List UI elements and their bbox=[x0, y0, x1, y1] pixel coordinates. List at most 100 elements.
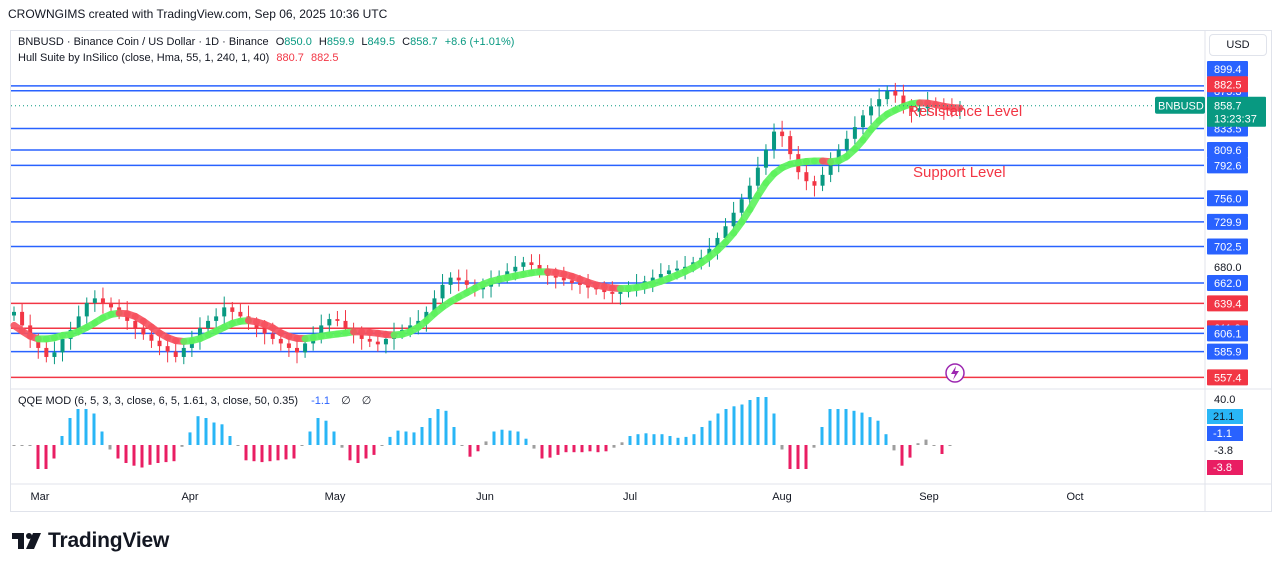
candle-body bbox=[286, 343, 291, 348]
candle-body bbox=[561, 277, 566, 281]
qqe-bar bbox=[684, 436, 688, 445]
candle bbox=[464, 269, 469, 291]
candle-body bbox=[456, 277, 461, 281]
qqe-bar bbox=[380, 445, 384, 446]
chart-panel[interactable] bbox=[10, 30, 1272, 512]
candle-body bbox=[408, 325, 413, 330]
qqe-bar bbox=[436, 409, 440, 445]
candle-body bbox=[521, 262, 526, 267]
hull-label[interactable]: Hull Suite by InSilico (close, Hma, 55, … bbox=[18, 52, 270, 64]
candle-body bbox=[877, 99, 882, 107]
qqe-legend: QQE MOD (6, 5, 3, 3, close, 6, 5, 1.61, … bbox=[18, 394, 371, 407]
time-axis-label: May bbox=[325, 491, 346, 503]
qqe-bar bbox=[276, 445, 280, 461]
candle-body bbox=[513, 266, 518, 272]
qqe-bar bbox=[36, 445, 40, 469]
candle-body bbox=[359, 334, 364, 339]
lightning-icon bbox=[945, 363, 965, 383]
candle bbox=[852, 116, 857, 145]
hull-value-1: 880.7 bbox=[276, 52, 304, 64]
qqe-bar bbox=[796, 445, 800, 469]
candle-body bbox=[109, 302, 114, 308]
qqe-bar bbox=[588, 445, 592, 452]
qqe-bar bbox=[492, 431, 496, 445]
qqe-bar bbox=[356, 445, 360, 463]
qqe-bar bbox=[700, 427, 704, 445]
candle-body bbox=[901, 95, 906, 105]
candle-body bbox=[747, 185, 752, 200]
symbol-tag: BNBUSD bbox=[1158, 101, 1204, 113]
candle bbox=[100, 287, 105, 314]
candle bbox=[456, 269, 461, 292]
symbol-name[interactable]: BNBUSD · Binance Coin / US Dollar · 1D ·… bbox=[18, 36, 269, 48]
candle-body bbox=[440, 284, 445, 299]
candle-body bbox=[335, 319, 340, 321]
candle-body bbox=[763, 149, 768, 168]
qqe-bar bbox=[220, 424, 224, 445]
qqe-bar bbox=[844, 409, 848, 445]
qqe-bar bbox=[620, 442, 624, 445]
qqe-bar bbox=[372, 445, 376, 455]
qqe-bar bbox=[572, 445, 576, 453]
tradingview-logo[interactable]: TradingView bbox=[12, 529, 169, 553]
qqe-bar bbox=[540, 445, 544, 459]
tradingview-logo-text: TradingView bbox=[48, 529, 170, 552]
candle-body bbox=[650, 277, 655, 282]
candle bbox=[335, 310, 340, 327]
candle-body bbox=[173, 351, 178, 357]
qqe-bar bbox=[268, 445, 272, 462]
resistance-annotation: Resistance Level bbox=[908, 103, 1022, 120]
price-axis-label: 680.0 bbox=[1214, 262, 1242, 274]
candle-body bbox=[367, 338, 372, 342]
support-annotation: Support Level bbox=[913, 164, 1006, 181]
candle-body bbox=[715, 237, 720, 249]
candle-body bbox=[658, 274, 663, 278]
current-price-tag: 858.7 bbox=[1214, 101, 1242, 113]
candle-body bbox=[165, 346, 170, 352]
currency-button[interactable]: USD bbox=[1209, 34, 1267, 56]
qqe-bar bbox=[468, 445, 472, 457]
qqe-bar bbox=[876, 420, 880, 445]
candle bbox=[440, 274, 445, 306]
price-axis-tag: 557.4 bbox=[1214, 372, 1242, 384]
candle-body bbox=[577, 283, 582, 285]
qqe-bar bbox=[812, 445, 816, 448]
qqe-bar bbox=[692, 434, 696, 445]
qqe-bar bbox=[716, 413, 720, 445]
qqe-bar bbox=[316, 418, 320, 445]
price-axis-tag: 809.6 bbox=[1214, 145, 1242, 157]
qqe-label[interactable]: QQE MOD (6, 5, 3, 3, close, 6, 5, 1.61, … bbox=[18, 395, 299, 407]
candle-body bbox=[60, 338, 65, 353]
qqe-bar bbox=[260, 445, 264, 463]
qqe-bar bbox=[348, 445, 352, 461]
candle-body bbox=[319, 325, 324, 335]
qqe-bar bbox=[84, 409, 88, 445]
qqe-bar bbox=[772, 413, 776, 445]
candle-body bbox=[464, 280, 469, 285]
close-label: C bbox=[402, 36, 411, 48]
qqe-bar bbox=[556, 445, 560, 455]
qqe-bar bbox=[756, 397, 760, 445]
candle-body bbox=[206, 320, 211, 329]
candle-body bbox=[529, 262, 534, 266]
candle-body bbox=[569, 280, 574, 284]
time-axis-label: Jul bbox=[623, 491, 637, 503]
candle-body bbox=[383, 338, 388, 345]
candle-body bbox=[448, 277, 453, 285]
qqe-bar bbox=[244, 445, 248, 461]
qqe-scale-tag: -1.1 bbox=[1213, 428, 1232, 440]
candle-body bbox=[214, 316, 219, 321]
candle-body bbox=[92, 298, 97, 303]
candle bbox=[885, 85, 890, 105]
qqe-bar bbox=[932, 445, 936, 446]
price-axis-tag: 585.9 bbox=[1214, 347, 1242, 359]
price-axis-tag-bg bbox=[1207, 238, 1248, 255]
qqe-bar bbox=[748, 400, 752, 445]
candle-body bbox=[731, 212, 736, 227]
price-axis-tag-bg bbox=[1207, 190, 1248, 207]
price-axis-tag: 882.5 bbox=[1214, 79, 1242, 91]
qqe-bar bbox=[892, 445, 896, 451]
qqe-bar bbox=[300, 445, 304, 446]
time-axis-label: Sep bbox=[919, 491, 939, 503]
